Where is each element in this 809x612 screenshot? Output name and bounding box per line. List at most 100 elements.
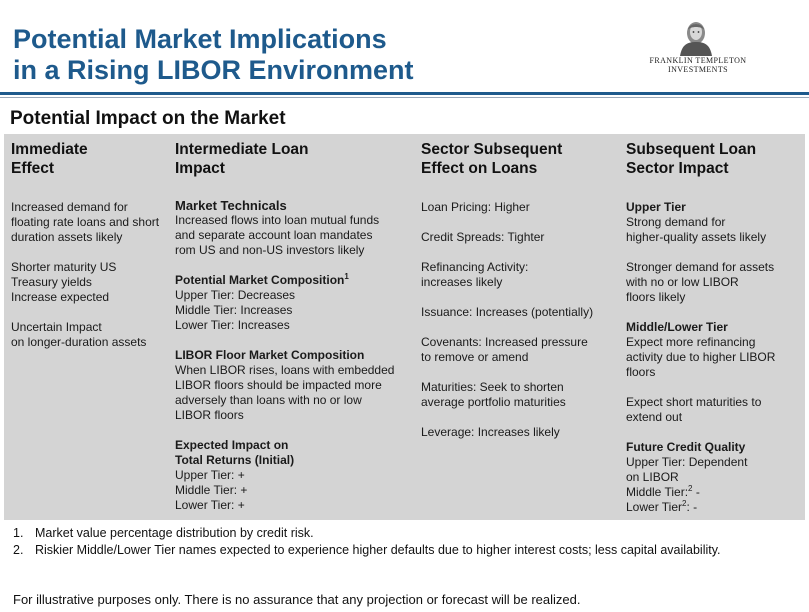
text-line: Expect short maturities to <box>626 395 762 409</box>
text-line: Leverage: Increases likely <box>421 425 560 439</box>
text-line: Lower Tier2: - <box>626 500 775 515</box>
text-line: Lower Tier: Increases <box>175 318 290 332</box>
text-fragment: Lower Tier <box>626 500 683 514</box>
text-line: to remove or amend <box>421 350 529 364</box>
text-line: When LIBOR rises, loans with embedded <box>175 363 395 377</box>
impact-item: LIBOR Floor Market Composition When LIBO… <box>175 348 394 423</box>
column-body: Upper Tier Strong demand for higher-qual… <box>626 200 775 530</box>
text-fragment: Middle Tier: <box>626 485 689 499</box>
column-heading: Sector Subsequent Effect on Loans <box>421 140 562 178</box>
impact-item: Stronger demand for assets with no or lo… <box>626 260 775 305</box>
text-line: Refinancing Activity: <box>421 260 529 274</box>
header-divider-thin <box>0 97 809 98</box>
item-heading: Expected Impact on <box>175 438 289 452</box>
footnote-text: Riskier Middle/Lower Tier names expected… <box>35 543 721 557</box>
text-line: Middle Tier: + <box>175 483 248 497</box>
text-line: floors <box>626 365 656 379</box>
text-line: with no or low LIBOR <box>626 275 739 289</box>
column-immediate-effect: Immediate Effect Increased demand for fl… <box>11 134 171 520</box>
text-line: floating rate loans and short <box>11 215 160 229</box>
franklin-templeton-logo: FRANKLIN TEMPLETON INVESTMENTS <box>628 18 768 80</box>
item-heading: Market Technicals <box>175 198 287 213</box>
text-line: Issuance: Increases (potentially) <box>421 305 594 319</box>
effect-item: Shorter maturity US Treasury yields Incr… <box>11 260 159 305</box>
text-line: Middle Tier: Increases <box>175 303 293 317</box>
impact-item: Future Credit Quality Upper Tier: Depend… <box>626 440 775 515</box>
footnote-marker: 2 <box>688 484 693 493</box>
text-line: Strong demand for <box>626 215 726 229</box>
franklin-portrait-icon <box>680 22 712 56</box>
text-line: Expect more refinancing <box>626 335 756 349</box>
column-heading-line: Subsequent Loan <box>626 141 757 158</box>
text-line: and separate account loan mandates <box>175 228 373 242</box>
text-fragment: - <box>692 485 700 499</box>
impact-item: Market Technicals Increased flows into l… <box>175 198 394 258</box>
text-line: Middle Tier:2 - <box>626 485 775 500</box>
effect-item: Loan Pricing: Higher <box>421 200 593 215</box>
column-heading-line: Immediate <box>11 141 88 158</box>
footnote-item: 1. Market value percentage distribution … <box>13 526 793 541</box>
effect-item: Issuance: Increases (potentially) <box>421 305 593 320</box>
text-line: Upper Tier: Dependent <box>626 455 748 469</box>
effect-item: Credit Spreads: Tighter <box>421 230 593 245</box>
page-title: Potential Market Implications in a Risin… <box>13 24 573 86</box>
item-heading: Future Credit Quality <box>626 440 746 454</box>
column-sector-subsequent-effect: Sector Subsequent Effect on Loans Loan P… <box>421 134 621 520</box>
column-heading-line: Effect <box>11 160 55 177</box>
page-title-line-1: Potential Market Implications <box>13 24 387 54</box>
column-heading-line: Intermediate Loan <box>175 141 309 158</box>
item-heading-text: Potential Market Composition <box>175 273 345 287</box>
impact-item: Middle/Lower Tier Expect more refinancin… <box>626 320 775 380</box>
item-heading: Potential Market Composition1 <box>175 273 394 288</box>
text-line: average portfolio maturities <box>421 395 566 409</box>
item-heading: Total Returns (Initial) <box>175 453 295 467</box>
effect-item: Leverage: Increases likely <box>421 425 593 440</box>
column-body: Market Technicals Increased flows into l… <box>175 198 394 528</box>
column-intermediate-loan-impact: Intermediate Loan Impact Market Technica… <box>175 134 415 520</box>
text-line: LIBOR floors <box>175 408 244 422</box>
column-body: Loan Pricing: Higher Credit Spreads: Tig… <box>421 200 593 455</box>
column-heading-line: Sector Subsequent <box>421 141 563 158</box>
effect-item: Refinancing Activity: increases likely <box>421 260 593 290</box>
footnote-number: 2. <box>13 543 24 557</box>
text-line: Uncertain Impact <box>11 320 102 334</box>
column-heading: Immediate Effect <box>11 140 88 178</box>
text-line: Loan Pricing: Higher <box>421 200 530 214</box>
effect-item: Increased demand for floating rate loans… <box>11 200 159 245</box>
item-heading: LIBOR Floor Market Composition <box>175 348 365 362</box>
impact-item: Upper Tier Strong demand for higher-qual… <box>626 200 775 245</box>
impact-item: Expected Impact on Total Returns (Initia… <box>175 438 394 513</box>
footnote-text: Market value percentage distribution by … <box>35 526 314 540</box>
text-line: extend out <box>626 410 683 424</box>
text-line: on longer-duration assets <box>11 335 147 349</box>
text-line: Upper Tier: + <box>175 468 245 482</box>
text-fragment: : - <box>686 500 698 514</box>
column-heading-line: Sector Impact <box>626 160 729 177</box>
footnotes: 1. Market value percentage distribution … <box>13 526 793 560</box>
text-line: Lower Tier: + <box>175 498 245 512</box>
column-subsequent-loan-sector-impact: Subsequent Loan Sector Impact Upper Tier… <box>626 134 801 520</box>
footnote-marker: 2 <box>682 499 687 508</box>
text-line: LIBOR floors should be impacted more <box>175 378 382 392</box>
footnote-item: 2. Riskier Middle/Lower Tier names expec… <box>13 543 793 558</box>
text-line: increases likely <box>421 275 503 289</box>
text-line: Covenants: Increased pressure <box>421 335 588 349</box>
impact-item: Potential Market Composition1 Upper Tier… <box>175 273 394 333</box>
impact-table: Immediate Effect Increased demand for fl… <box>4 134 805 520</box>
column-heading: Subsequent Loan Sector Impact <box>626 140 756 178</box>
footnote-number: 1. <box>13 526 24 540</box>
logo-wordmark: FRANKLIN TEMPLETON INVESTMENTS <box>628 56 768 74</box>
text-line: adversely than loans with no or low <box>175 393 362 407</box>
text-line: duration assets likely <box>11 230 123 244</box>
effect-item: Maturities: Seek to shorten average port… <box>421 380 593 410</box>
effect-item: Covenants: Increased pressure to remove … <box>421 335 593 365</box>
impact-item: Expect short maturities to extend out <box>626 395 775 425</box>
item-heading: Upper Tier <box>626 200 686 214</box>
text-line: Increased demand for <box>11 200 128 214</box>
text-line: on LIBOR <box>626 470 679 484</box>
logo-line-1: FRANKLIN TEMPLETON <box>649 56 747 65</box>
column-heading: Intermediate Loan Impact <box>175 140 309 178</box>
page-title-line-2: in a Rising LIBOR Environment <box>13 55 414 85</box>
text-line: floors likely <box>626 290 686 304</box>
text-line: activity due to higher LIBOR <box>626 350 776 364</box>
